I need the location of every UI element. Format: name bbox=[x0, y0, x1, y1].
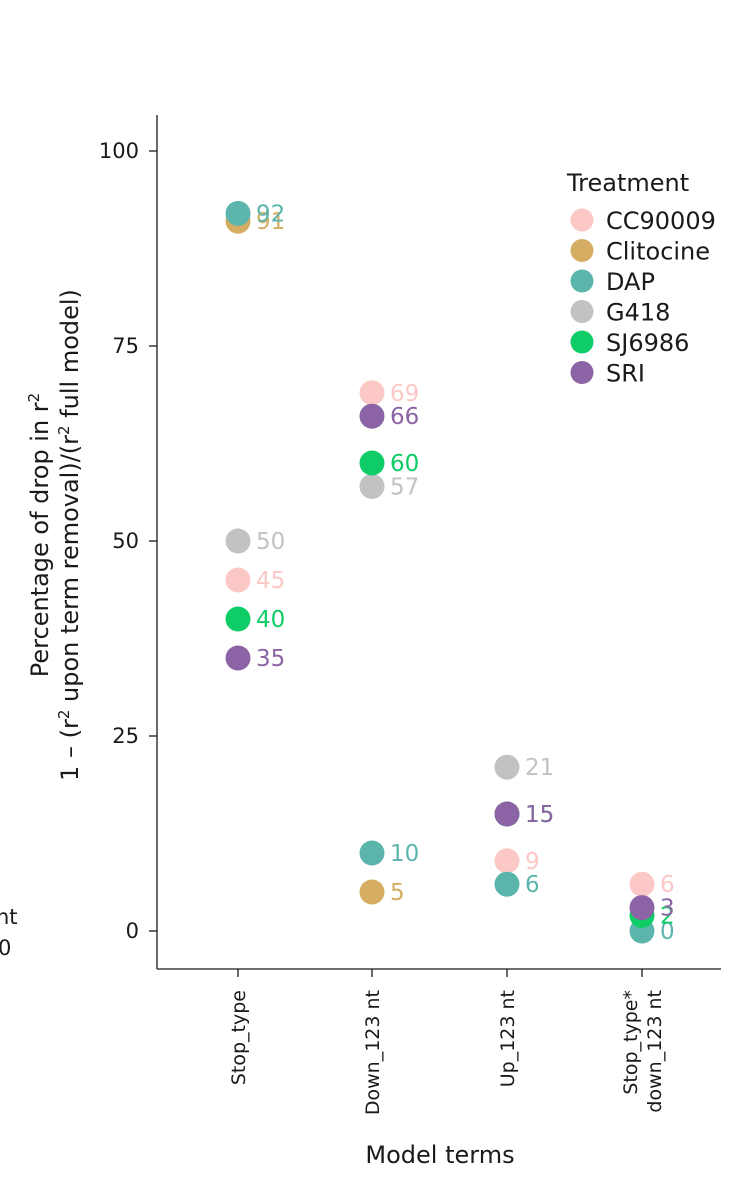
edge-fragment-1: nt bbox=[0, 905, 18, 929]
data-point bbox=[494, 848, 520, 874]
data-point bbox=[359, 380, 385, 406]
data-point bbox=[359, 450, 385, 476]
y-tick-label: 50 bbox=[112, 529, 139, 553]
data-point bbox=[494, 801, 520, 827]
data-label: 9 bbox=[525, 849, 540, 875]
legend-entry: SRI bbox=[606, 360, 645, 388]
y-axis-title-line1: Percentage of drop in r2 bbox=[25, 393, 54, 677]
legend-marker bbox=[570, 269, 594, 293]
x-tick-label: Up_123 nt bbox=[497, 990, 519, 1087]
data-point bbox=[629, 871, 655, 897]
legend-marker bbox=[570, 239, 594, 262]
legend-entry: SJ6986 bbox=[606, 329, 689, 357]
data-point bbox=[225, 200, 251, 226]
data-point bbox=[494, 871, 520, 897]
data-label: 66 bbox=[390, 404, 419, 430]
data-label: 60 bbox=[390, 451, 419, 477]
y-axis-ticks: 0 25 50 75 100 bbox=[99, 139, 157, 943]
data-point bbox=[225, 567, 251, 593]
edge-fragment-2: 0 bbox=[0, 936, 11, 960]
data-points bbox=[225, 200, 655, 944]
data-label: 40 bbox=[256, 607, 285, 633]
data-point bbox=[629, 895, 655, 921]
x-axis-title: Model terms bbox=[365, 1141, 514, 1169]
legend-marker bbox=[570, 208, 594, 232]
legend-title: Treatment bbox=[566, 169, 689, 197]
data-point bbox=[225, 645, 251, 671]
data-label: 15 bbox=[525, 802, 554, 828]
y-tick-label: 100 bbox=[99, 139, 139, 163]
data-point bbox=[225, 528, 251, 554]
x-tick-label: Stop_type bbox=[228, 990, 250, 1085]
data-label: 0 bbox=[660, 919, 675, 945]
data-label: 35 bbox=[256, 646, 285, 672]
y-tick-label: 75 bbox=[112, 334, 139, 358]
data-label: 6 bbox=[525, 872, 540, 898]
data-label: 3 bbox=[660, 896, 675, 922]
data-point bbox=[225, 606, 251, 632]
data-label: 57 bbox=[390, 474, 419, 500]
x-tick-label: Stop_type* down_123 nt bbox=[620, 990, 666, 1113]
y-tick-label: 25 bbox=[112, 724, 139, 748]
data-point bbox=[359, 473, 385, 499]
legend-entry: G418 bbox=[606, 299, 670, 327]
data-label: 45 bbox=[256, 568, 285, 594]
legend-marker bbox=[570, 361, 594, 384]
data-label: 6 bbox=[660, 872, 675, 898]
y-tick-label: 0 bbox=[126, 919, 139, 943]
legend-entry: CC90009 bbox=[606, 207, 716, 235]
data-label: 15 bbox=[525, 802, 554, 828]
data-point bbox=[359, 840, 385, 866]
data-label: 2 bbox=[660, 903, 675, 929]
x-axis-ticks: Stop_type Down_123 nt Up_123 nt Stop_type* d… bbox=[228, 969, 666, 1115]
data-point bbox=[494, 754, 520, 780]
data-label: 10 bbox=[390, 841, 419, 867]
legend-marker bbox=[570, 300, 594, 323]
data-point bbox=[359, 403, 385, 429]
data-label: 50 bbox=[256, 529, 285, 555]
data-point bbox=[359, 879, 385, 905]
legend-entry: Clitocine bbox=[606, 238, 710, 266]
y-axis-title: Percentage of drop in r2 1 – (r2 upon te… bbox=[25, 289, 84, 781]
y-axis-title-line2: 1 – (r2 upon term removal)/(r2 full mode… bbox=[55, 289, 84, 781]
data-label: 5 bbox=[390, 880, 405, 906]
data-label: 69 bbox=[390, 381, 419, 407]
data-label: 91 bbox=[256, 209, 285, 235]
legend-entry: DAP bbox=[606, 268, 655, 296]
legend-marker bbox=[570, 330, 594, 354]
data-label: 92 bbox=[256, 201, 285, 227]
data-label: 21 bbox=[525, 755, 554, 781]
x-tick-label: Down_123 nt bbox=[362, 990, 384, 1115]
